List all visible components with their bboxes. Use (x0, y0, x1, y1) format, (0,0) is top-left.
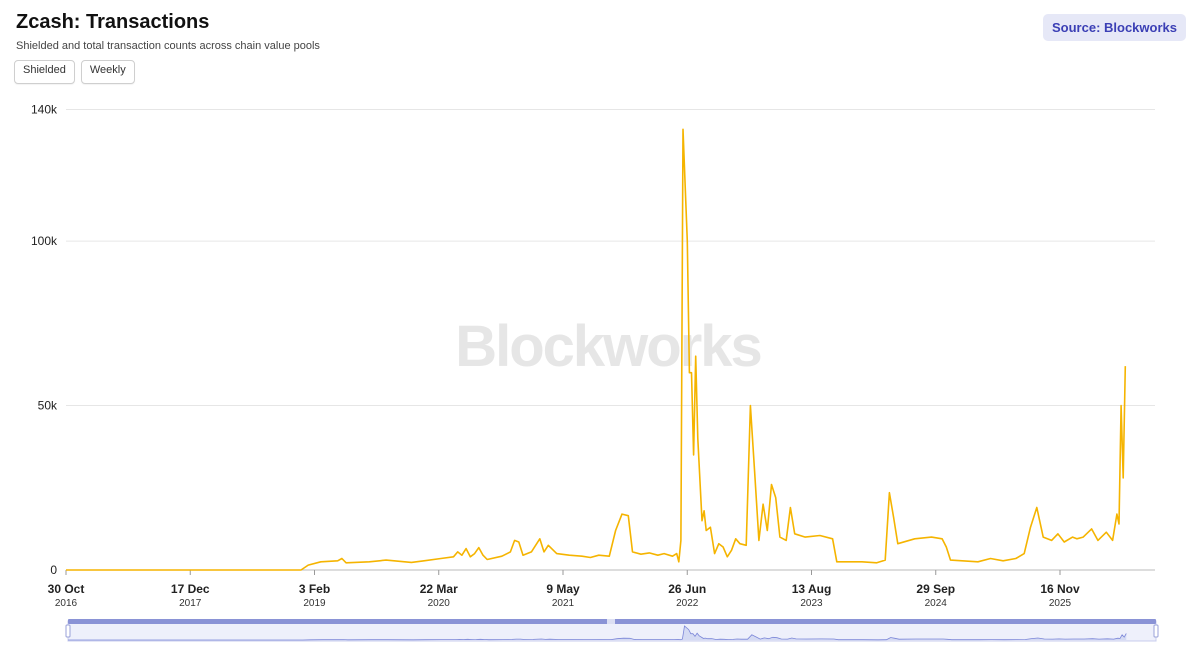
chart-header: Zcash: Transactions Shielded and total t… (16, 10, 320, 52)
x-tick-label: 26 Jun (668, 582, 706, 596)
x-tick-year: 2023 (800, 598, 823, 609)
x-tick-label: 17 Dec (171, 582, 210, 596)
x-tick-label: 29 Sep (916, 582, 955, 596)
x-tick-year: 2019 (303, 598, 326, 609)
x-tick-year: 2024 (925, 598, 948, 609)
x-tick-label: 22 Mar (420, 582, 458, 596)
navigator-left-handle[interactable] (65, 624, 71, 638)
navigator-grip-icon (607, 619, 615, 624)
x-tick-label: 3 Feb (299, 582, 330, 596)
source-button[interactable]: Source: Blockworks (1043, 14, 1186, 41)
y-tick-label: 100k (31, 234, 58, 248)
x-tick-year: 2025 (1049, 598, 1072, 609)
y-axis-ticks: 0 50k 100k 140k (31, 103, 58, 577)
series-layer (66, 128, 1127, 571)
x-tick-label: 30 Oct (48, 582, 85, 596)
chart-title: Zcash: Transactions (16, 11, 210, 33)
x-tick-year: 2021 (552, 598, 575, 609)
x-tick-year: 2017 (179, 598, 202, 609)
navigator-line (68, 625, 1127, 641)
interval-selector[interactable]: Weekly (80, 60, 135, 84)
range-navigator[interactable] (65, 619, 1159, 642)
x-tick-label: 13 Aug (792, 582, 832, 596)
watermark: Blockworks (455, 314, 761, 379)
metric-selector[interactable]: Shielded (14, 60, 75, 84)
x-tick-label: 9 May (546, 582, 580, 596)
navigator-right-handle[interactable] (1153, 624, 1159, 638)
x-tick-year: 2022 (676, 598, 699, 609)
chart-subtitle: Shielded and total transaction counts ac… (16, 40, 320, 52)
y-tick-label: 140k (31, 103, 58, 117)
y-tick-label: 0 (50, 563, 57, 577)
x-tick-label: 16 Nov (1040, 582, 1080, 596)
x-axis-ticks: 30 Oct 2016 17 Dec 2017 3 Feb 2019 22 Mar 2020 9… (48, 570, 1080, 609)
x-tick-year: 2016 (55, 598, 78, 609)
x-tick-year: 2020 (428, 598, 451, 609)
series-line (66, 128, 1127, 571)
chart-controls: Shielded Weekly (14, 60, 135, 84)
y-tick-label: 50k (38, 399, 58, 413)
